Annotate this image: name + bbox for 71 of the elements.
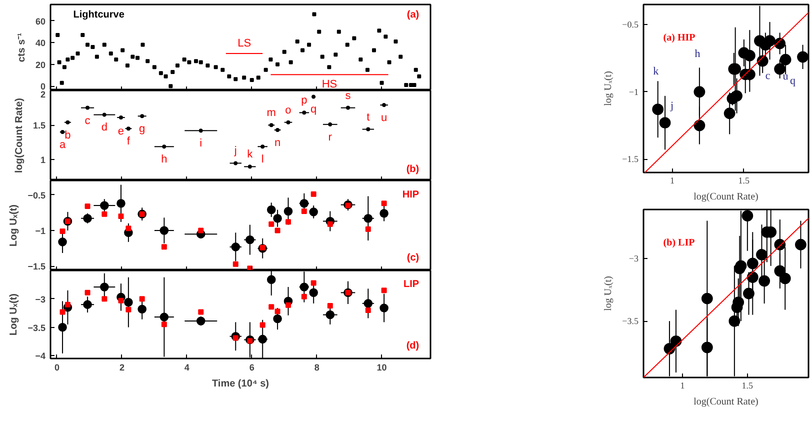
y-tick-label: 2 — [40, 90, 46, 100]
annotation: m — [266, 107, 276, 120]
annotation: a — [59, 139, 66, 152]
annotation: LS — [238, 37, 252, 50]
annotation: f — [126, 136, 131, 148]
y-tick-label: 20 — [35, 60, 46, 70]
y-tick-label: 1.5 — [32, 120, 46, 131]
x-tick-label: 6 — [249, 362, 254, 372]
annotation: (c) — [406, 252, 420, 264]
annotation: q — [310, 104, 317, 116]
y-tick-label: −1.5 — [28, 262, 46, 272]
annotation: o — [285, 104, 292, 116]
annotation: (b) LIP — [663, 238, 695, 249]
y-axis-title: log Uₓ(t) — [603, 276, 614, 311]
y-tick-label: −3 — [628, 253, 639, 264]
annotation: h — [161, 154, 168, 166]
y-tick-label: −0.5 — [622, 20, 639, 30]
annotation: n — [274, 136, 281, 149]
annotation: j — [233, 145, 237, 158]
x-tick-label: 2 — [119, 362, 124, 372]
annotation: j — [669, 100, 674, 112]
annotation: p — [301, 94, 308, 107]
annotation: (a) HIP — [663, 32, 696, 44]
annotation: g — [139, 123, 146, 136]
annotation: k — [247, 148, 254, 161]
annotation: (b) — [406, 164, 420, 176]
y-tick-label: −3.5 — [622, 316, 639, 326]
annotation: d — [101, 122, 108, 134]
annotation: k — [653, 65, 660, 78]
y-tick-label: −4 — [35, 351, 46, 362]
x-axis-title: log(Count Rate) — [694, 396, 758, 408]
y-tick-label: −1 — [628, 86, 638, 97]
y-tick-label: 1 — [40, 155, 46, 166]
annotation: r — [328, 131, 332, 144]
annotation: c — [765, 70, 770, 82]
annotation: HS — [322, 78, 338, 91]
x-tick-label: 4 — [184, 362, 190, 372]
x-axis-title: log(Count Rate) — [694, 192, 758, 202]
y-tick-label: 0 — [40, 82, 46, 92]
y-tick-label: −3 — [35, 294, 46, 304]
annotation: u — [380, 112, 388, 124]
annotation: h — [694, 48, 701, 60]
y-axis-title: Log Uₓ(t) — [8, 294, 20, 336]
y-tick-label: 40 — [35, 38, 46, 48]
annotation: e — [118, 126, 124, 138]
annotation: s — [345, 90, 352, 102]
annotation: LIP — [404, 279, 420, 290]
y-tick-label: −1.5 — [622, 154, 639, 164]
annotation: HIP — [402, 189, 420, 200]
y-tick-label: −3.5 — [28, 322, 46, 333]
x-tick-label: 0 — [54, 362, 60, 372]
annotation: (d) — [406, 340, 420, 352]
annotation: t — [366, 111, 370, 124]
x-axis-title: Time (10⁴ s) — [212, 378, 270, 390]
y-axis-title: log Uₓ(t) — [603, 71, 614, 106]
y-tick-label: −0.5 — [28, 190, 46, 200]
y-axis-title: log(Count Rate) — [14, 98, 25, 173]
annotation: i — [200, 138, 202, 150]
y-axis-title: Log Uₓ(t) — [8, 204, 20, 246]
x-tick-label: 8 — [314, 362, 320, 372]
annotation: q — [790, 74, 796, 87]
annotation: b — [64, 129, 71, 142]
annotation: (a) — [406, 9, 420, 20]
annotation: u — [782, 70, 789, 83]
annotation: l — [261, 154, 264, 166]
y-tick-label: −1 — [35, 226, 46, 236]
annotation: c — [84, 114, 91, 127]
x-tick-label: 10 — [376, 362, 387, 372]
y-axis-title: cts s⁻¹ — [16, 32, 28, 62]
y-tick-label: 60 — [35, 16, 46, 26]
annotation: Lightcurve — [73, 9, 125, 20]
